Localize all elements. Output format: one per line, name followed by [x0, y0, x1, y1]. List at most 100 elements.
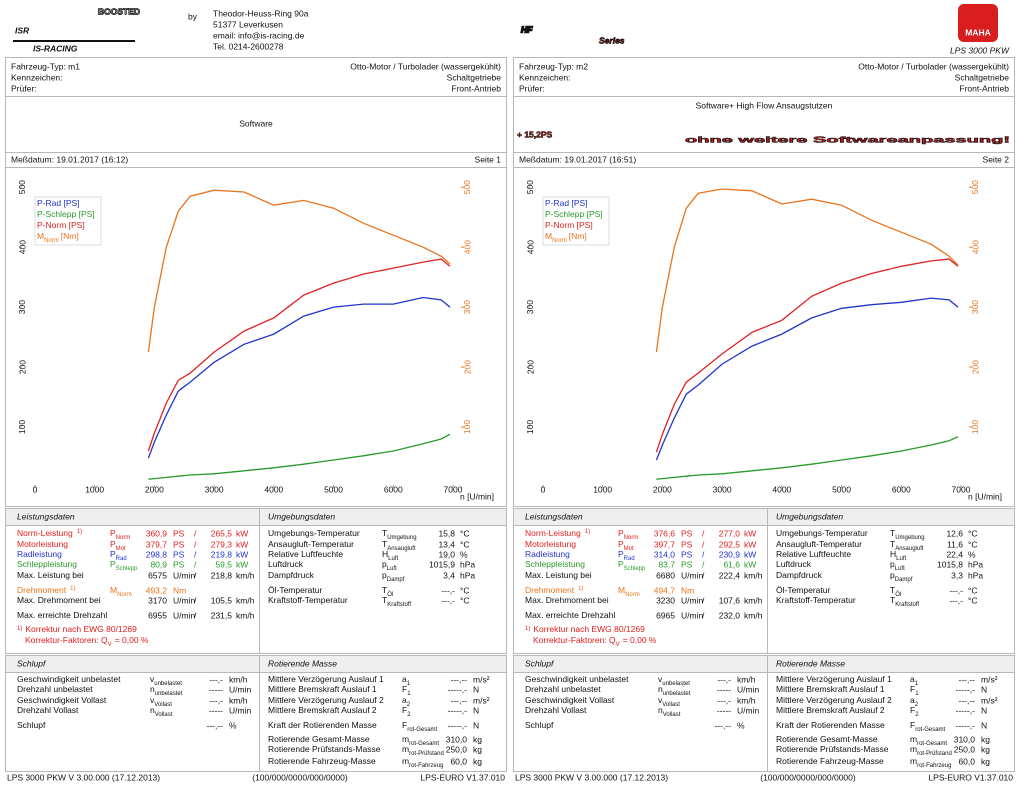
label-text: Schleppleistung [525, 559, 585, 569]
section-heading: Leistungsdaten [17, 511, 75, 521]
symbol-main: v [150, 695, 155, 705]
label-text: Mittlere Bremskraft Auslauf 1 [776, 684, 885, 694]
unit: % [737, 720, 745, 730]
label-text: Rotierende Gesamt-Masse [268, 734, 370, 744]
x-tick-label: 3000 [713, 484, 732, 494]
symbol-sub: 1 [915, 681, 919, 687]
value: -----,- [956, 684, 976, 694]
label-text: Rotierende Fahrzeug-Masse [776, 756, 884, 766]
label-text: Umgebungs-Temperatur [776, 528, 868, 538]
section-frame [5, 655, 507, 772]
symbol-sub: rot-Fahrzeug [917, 763, 951, 769]
legend-suffix: [Nm] [61, 231, 79, 241]
symbol: vunbelastet [658, 674, 690, 686]
vehicle-info: Prüfer: [519, 83, 545, 93]
value: 279,3 [211, 539, 233, 549]
label-text: Max. Leistung bei [525, 570, 592, 580]
separator: / [702, 559, 705, 569]
symbol-sub: 2 [407, 702, 411, 708]
symbol-sub: rot-Gesamt [407, 727, 437, 733]
label-text: Schlupf [525, 720, 554, 730]
symbol: nunbelastet [150, 684, 183, 696]
y-tick-label: 400 [17, 240, 27, 254]
value: 6680 [656, 570, 675, 580]
symbol-main: v [658, 695, 663, 705]
symbol-sub: rot-Gesamt [915, 727, 945, 733]
value: ---,- [441, 585, 455, 595]
x-tick-label: 5000 [832, 484, 851, 494]
label-text: Motorleistung [17, 539, 68, 549]
value: 298,8 [146, 549, 168, 559]
row-label: Kraftstoff-Temperatur [268, 595, 348, 605]
symbol: F1 [402, 684, 411, 696]
value: 250,0 [954, 744, 976, 754]
symbol-sub: Ansaugluft [895, 546, 924, 552]
symbol-main: m [910, 756, 917, 766]
value: ----- [717, 705, 731, 715]
unit: U/min [681, 610, 703, 620]
legend-sub: Norm [44, 238, 59, 244]
value: ---,- [209, 695, 223, 705]
label-text: Kraftstoff-Temperatur [268, 595, 348, 605]
unit: km/h [744, 570, 763, 580]
label-text: Max. Drehmoment bei [525, 595, 609, 605]
unit: kW [236, 539, 248, 549]
note-text: Korrektur-Faktoren: Q [533, 635, 616, 645]
note: Korrektur-Faktoren: QV = 0,00 % [25, 635, 149, 647]
y-tick-label: 200 [17, 360, 27, 374]
value: -----,- [448, 720, 468, 730]
footnote-mark: 1) [77, 529, 82, 535]
label-text: Rotierende Prüfstands-Masse [268, 744, 381, 754]
unit: km/h [236, 595, 255, 605]
symbol-sub: rot-Gesamt [917, 741, 947, 747]
label-text: Norm-Leistung [525, 528, 581, 538]
row-label: Mittlere Bremskraft Auslauf 1 [776, 684, 885, 694]
symbol-sub: Vollast [154, 702, 172, 708]
label-text: Relative Luftfeuchte [776, 549, 851, 559]
symbol-main: a [402, 695, 407, 705]
label-text: Drehzahl unbelastet [525, 684, 601, 694]
label-text: Drehmoment [525, 585, 575, 595]
symbol-main: P [110, 559, 116, 569]
symbol-main: v [150, 674, 155, 684]
symbol-main: n [658, 705, 663, 715]
label-text: Kraftstoff-Temperatur [776, 595, 856, 605]
row-label: Mittlere Verzögerung Auslauf 1 [268, 674, 384, 684]
y2-tick-label: 200 [462, 360, 472, 374]
heading-bar [514, 509, 1014, 525]
y2-tick-label: 400 [462, 240, 472, 254]
symbol-sub: 1 [407, 691, 411, 697]
symbol: TUmgebung [382, 528, 417, 540]
unit: kg [473, 734, 482, 744]
symbol-sub: Luft [387, 566, 397, 572]
row-label: Drehmoment 1) [525, 585, 583, 595]
symbol-sub: Dampf [895, 577, 913, 583]
unit: hPa [460, 559, 475, 569]
label-text: Geschwindigkeit Vollast [17, 695, 107, 705]
unit: °C [460, 585, 470, 595]
row-label: Ansaugluft-Temperatur [776, 539, 862, 549]
legend-entry: MNorm [Nm] [545, 231, 587, 243]
section-heading: Schlupf [17, 658, 47, 668]
unit: % [229, 720, 237, 730]
section-frame [5, 167, 507, 507]
unit: °C [968, 528, 978, 538]
unit: PS [681, 528, 693, 538]
symbol: TÖl [382, 585, 393, 597]
page-number: Seite 1 [475, 154, 502, 164]
y-tick-label: 200 [525, 360, 535, 374]
symbol-sub: Schlepp [116, 566, 138, 572]
note: Korrektur-Faktoren: QV = 0,00 % [533, 635, 657, 647]
symbol: TÖl [890, 585, 901, 597]
symbol: PSchlepp [110, 559, 138, 571]
legend-box [542, 196, 610, 246]
value: 3,3 [951, 570, 963, 580]
value: 3230 [656, 595, 675, 605]
symbol-sub: unbelastet [662, 681, 690, 687]
row-label: Luftdruck [776, 559, 812, 569]
symbol-main: a [910, 695, 915, 705]
legend-name: P-Rad [PS] [37, 198, 80, 208]
symbol: F2 [402, 705, 411, 717]
symbol: F1 [910, 684, 919, 696]
separator: / [194, 595, 197, 605]
